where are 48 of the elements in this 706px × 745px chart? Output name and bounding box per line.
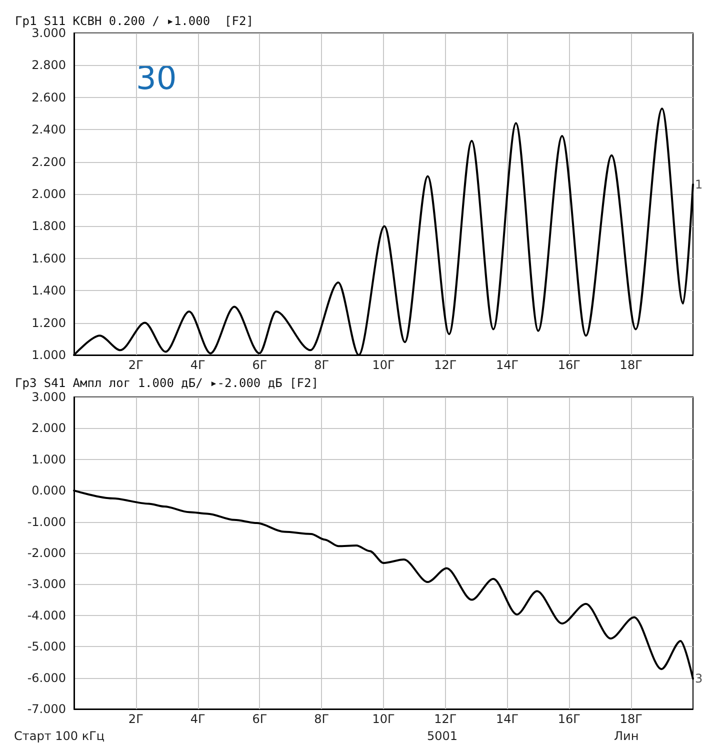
x-tick-label: 18Г [620,358,642,372]
x-tick-label: 4Г [190,358,206,372]
y-tick-label: 2.000 [32,421,66,436]
x-tick-label: 2Г [128,358,144,372]
y-tick-label: -2.000 [27,546,66,560]
x-tick-label: 12Г [434,358,457,372]
y-tick-label: 1.000 [32,452,66,466]
y-tick-label: -6.000 [27,670,66,685]
y-tick-label: -5.000 [27,640,66,654]
y-tick-label: 1.800 [32,219,66,234]
y-tick-label: 2.600 [32,90,66,104]
y-tick-label: -1.000 [27,514,66,529]
y-tick-label: 2.400 [32,122,66,137]
text: Лин [614,729,639,743]
x-tick-label: 14Г [496,712,519,726]
y-tick-label: -3.000 [27,577,66,592]
y-tick-label: 3.000 [32,390,66,404]
x-tick-label: 10Г [372,358,395,372]
x-tick-label: 2Г [128,712,144,726]
annotation: 3 [695,672,703,686]
y-tick-label: 2.200 [32,154,66,169]
x-tick-label: 10Г [372,712,395,726]
x-tick-label: 18Г [620,712,642,726]
x-tick-label: 16Г [558,358,580,372]
x-tick-label: 8Г [314,712,330,726]
y-tick-label: -4.000 [27,608,66,622]
y-tick-label: 1.200 [32,316,66,330]
text: Старт 100 кГц [14,729,105,743]
annotation: 1 [695,177,703,192]
y-tick-label: -7.000 [27,702,66,716]
x-tick-label: 14Г [496,358,519,372]
y-tick-label: 3.000 [32,26,66,40]
x-tick-label: 4Г [190,712,206,726]
y-tick-label: 2.000 [32,187,66,201]
x-tick-label: 6Г [252,358,268,372]
x-tick-label: 16Г [558,712,580,726]
chart-title: Гр1 S11 КСВН 0.200 / ▸1.000 [F2] [15,14,254,28]
y-tick-label: 1.400 [32,284,66,298]
text: 5001 [427,729,458,743]
chart-title: Гр3 S41 Ампл лог 1.000 дБ/ ▸-2.000 дБ [F2] [15,376,318,390]
annotation: 30 [136,59,177,97]
y-tick-label: 2.800 [32,58,66,72]
y-tick-label: 0.000 [32,484,66,498]
x-tick-label: 12Г [434,712,457,726]
x-tick-label: 8Г [314,358,330,372]
x-tick-label: 6Г [252,712,268,726]
y-tick-label: 1.000 [32,348,66,362]
y-tick-label: 1.600 [32,251,66,266]
